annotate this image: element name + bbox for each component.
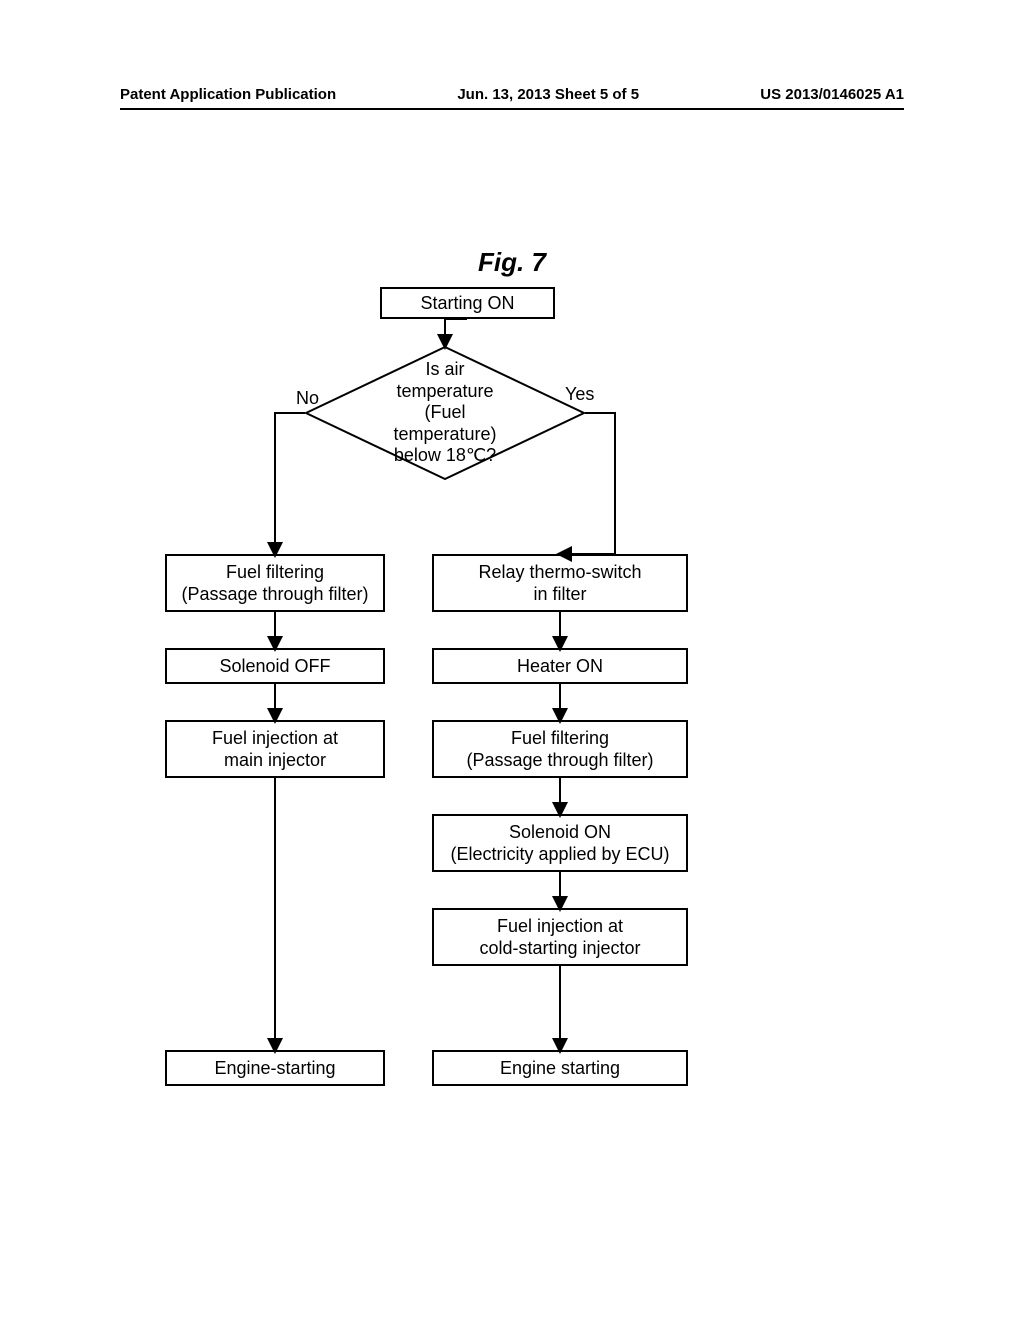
header-center: Jun. 13, 2013 Sheet 5 of 5 bbox=[457, 86, 639, 103]
header-right: US 2013/0146025 A1 bbox=[760, 86, 904, 103]
header-rule bbox=[120, 108, 904, 110]
node-y_heater: Heater ON bbox=[432, 648, 688, 684]
node-y_filter: Fuel filtering(Passage through filter) bbox=[432, 720, 688, 778]
node-y_coldinj: Fuel injection atcold-starting injector bbox=[432, 908, 688, 966]
node-y_solon: Solenoid ON(Electricity applied by ECU) bbox=[432, 814, 688, 872]
no-label: No bbox=[296, 388, 319, 409]
node-start: Starting ON bbox=[380, 287, 555, 319]
figure-title: Fig. 7 bbox=[0, 247, 1024, 278]
edge-decision_left-n_filter_top bbox=[275, 413, 305, 554]
node-y_relay: Relay thermo-switchin filter bbox=[432, 554, 688, 612]
decision-text: Is airtemperature(Fuel temperature)below… bbox=[375, 359, 515, 467]
header-left: Patent Application Publication bbox=[120, 86, 336, 103]
node-n_soloff: Solenoid OFF bbox=[165, 648, 385, 684]
decision-diamond: Is airtemperature(Fuel temperature)below… bbox=[305, 346, 585, 480]
edge-start_bottom-decision_top bbox=[445, 319, 467, 346]
node-n_filter: Fuel filtering(Passage through filter) bbox=[165, 554, 385, 612]
page: Patent Application Publication Jun. 13, … bbox=[0, 0, 1024, 1320]
node-n_maininj: Fuel injection atmain injector bbox=[165, 720, 385, 778]
yes-label: Yes bbox=[565, 384, 594, 405]
page-header: Patent Application Publication Jun. 13, … bbox=[0, 86, 1024, 103]
node-n_engstart: Engine-starting bbox=[165, 1050, 385, 1086]
node-y_engstart: Engine starting bbox=[432, 1050, 688, 1086]
